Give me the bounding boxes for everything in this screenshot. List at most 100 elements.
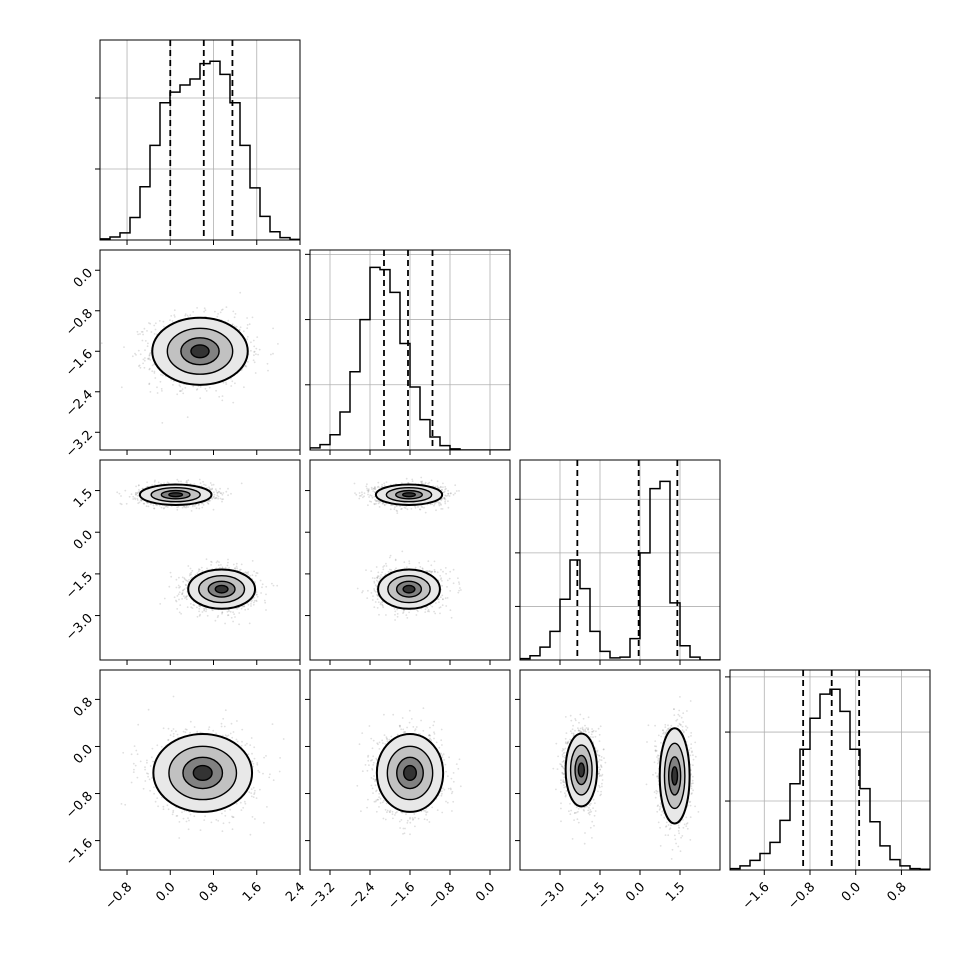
scatter-point (358, 497, 361, 500)
scatter-point (272, 584, 275, 587)
scatter-point (227, 319, 230, 322)
scatter-point (209, 482, 212, 484)
scatter-point (240, 563, 243, 566)
scatter-point (260, 592, 262, 594)
scatter-point (181, 576, 184, 579)
scatter-point (217, 614, 220, 617)
scatter-point (141, 487, 144, 490)
scatter-point (439, 503, 442, 505)
scatter-point (148, 354, 151, 357)
scatter-point (221, 493, 224, 496)
contour-line (187, 568, 257, 610)
scatter-point (265, 585, 268, 588)
pair-panel-1-0 (100, 291, 279, 424)
scatter-point (445, 487, 447, 490)
scatter-point (256, 593, 258, 596)
scatter-point (251, 599, 253, 602)
scatter-point (199, 482, 202, 485)
scatter-point (208, 487, 211, 490)
scatter-point (207, 503, 210, 505)
scatter-point (255, 593, 258, 596)
scatter-point (211, 488, 213, 491)
scatter-point (264, 601, 267, 604)
scatter-point (187, 479, 190, 482)
scatter-point (177, 506, 180, 508)
scatter-point (185, 587, 188, 589)
scatter-point (437, 486, 439, 489)
scatter-point (219, 492, 222, 495)
scatter-point (383, 504, 386, 507)
scatter-point (233, 316, 236, 319)
scatter-point (148, 322, 150, 324)
scatter-point (201, 506, 204, 509)
scatter-point (253, 351, 256, 353)
scatter-point (212, 496, 215, 499)
scatter-point (140, 499, 143, 502)
scatter-point (204, 387, 207, 390)
scatter-point (246, 327, 249, 330)
scatter-point (213, 491, 215, 494)
scatter-point (203, 607, 206, 610)
scatter-point (123, 346, 125, 348)
scatter-point (419, 480, 422, 483)
scatter-point (150, 331, 153, 333)
scatter-point (185, 480, 188, 482)
scatter-point (138, 484, 140, 486)
scatter-point (186, 481, 189, 484)
scatter-point (176, 478, 179, 481)
scatter-point (253, 361, 256, 364)
scatter-point (205, 610, 207, 613)
scatter-point (218, 561, 220, 563)
scatter-point (153, 324, 156, 327)
pair-panel-2-1 (353, 476, 462, 621)
scatter-point (149, 391, 152, 393)
scatter-point (209, 499, 212, 502)
scatter-point (181, 593, 184, 595)
scatter-point (219, 311, 222, 314)
scatter-point (163, 507, 166, 509)
scatter-point (196, 388, 199, 390)
scatter-point (234, 382, 236, 385)
pair-panel-2-0 (116, 478, 279, 626)
scatter-point (224, 622, 227, 625)
scatter-point (176, 595, 179, 597)
scatter-point (189, 567, 192, 570)
contour-line (166, 327, 234, 375)
scatter-point (395, 505, 398, 507)
scatter-point (208, 386, 211, 389)
scatter-point (393, 508, 396, 511)
scatter-point (238, 623, 241, 626)
scatter-point (233, 613, 236, 615)
scatter-point (116, 491, 119, 494)
scatter-point (149, 359, 152, 361)
scatter-point (261, 586, 263, 589)
scatter-point (143, 359, 146, 362)
scatter-point (216, 491, 219, 494)
scatter-point (250, 341, 252, 344)
scatter-point (354, 492, 356, 494)
scatter-point (128, 495, 131, 498)
scatter-point (100, 342, 103, 345)
scatter-point (166, 481, 169, 484)
scatter-point (420, 481, 423, 483)
scatter-point (149, 503, 152, 505)
scatter-point (238, 612, 241, 614)
scatter-point (232, 310, 235, 313)
scatter-point (208, 500, 211, 502)
scatter-point (153, 480, 156, 483)
scatter-point (190, 510, 193, 512)
scatter-point (256, 595, 259, 598)
scatter-point (447, 506, 450, 509)
scatter-point (168, 585, 171, 588)
scatter-point (200, 502, 203, 505)
scatter-point (227, 558, 229, 561)
scatter-point (137, 502, 140, 505)
scatter-point (192, 385, 195, 388)
scatter-point (184, 597, 186, 599)
contour-line (138, 483, 213, 506)
scatter-point (185, 481, 188, 484)
scatter-point (232, 611, 235, 614)
scatter-point (225, 306, 228, 308)
scatter-point (186, 314, 189, 317)
histogram-bars (520, 480, 720, 660)
